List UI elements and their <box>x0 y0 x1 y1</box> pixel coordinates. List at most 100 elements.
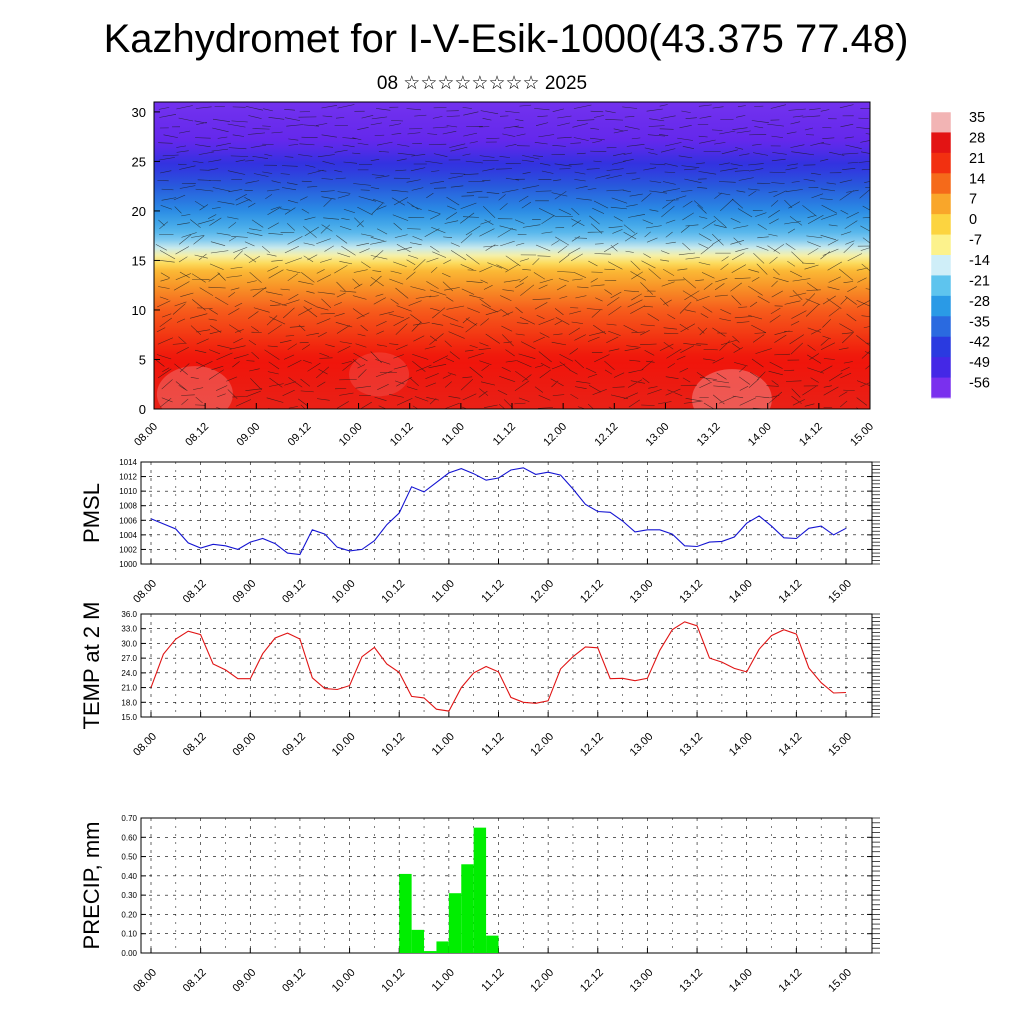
colorbar-label: -49 <box>969 355 990 371</box>
y-tick-label: 1010 <box>119 487 137 496</box>
panel-frame <box>140 461 873 565</box>
colorbar-label: -35 <box>969 314 990 330</box>
y-tick-label: 1008 <box>119 502 137 511</box>
precip-bar <box>399 873 412 953</box>
vertical-section-panel: 0 5 10 15 20 25 30 08.00 08.12 09.00 09.12 10.00 10… <box>132 101 876 449</box>
streamline-path <box>155 104 870 409</box>
x-tick-label: 10.00 <box>330 967 358 995</box>
x-tick-label: 14.00 <box>727 731 755 759</box>
y-tick-label: 0.20 <box>121 910 137 919</box>
x-tick-label: 13.12 <box>677 578 705 606</box>
x-tick-label: 12.00 <box>528 731 556 759</box>
x-tick-label: 09.00 <box>234 421 262 449</box>
x-tick-label: 08.12 <box>181 967 209 995</box>
x-tick-label: 08.12 <box>181 731 209 759</box>
colorbar-label: 35 <box>969 110 985 126</box>
colorbar-swatch <box>931 132 951 154</box>
chart-subtitle: 08 ☆☆☆☆☆☆☆☆ 2025 <box>376 73 588 94</box>
series-line <box>150 621 847 712</box>
y-tick-label: 21.0 <box>121 684 137 693</box>
y-tick-label: 0.00 <box>121 949 137 958</box>
x-tick-label: 08.00 <box>131 967 159 995</box>
temperature-panel: 15.0 18.0 21.0 24.0 27.0 30.0 33.0 36.0 08.00 08.… <box>79 602 880 759</box>
vertical-section-y-axis: 0 5 10 15 20 25 30 <box>132 105 160 417</box>
precip-bar <box>411 929 425 953</box>
precip-bar <box>436 941 449 953</box>
y-tick-label: 18.0 <box>121 698 137 707</box>
warm-highlights <box>156 352 772 409</box>
x-tick-label: 09.12 <box>280 578 308 606</box>
x-tick-label: 14.12 <box>777 967 805 995</box>
y-tick-label: 36.0 <box>121 610 137 619</box>
y-tick-label: 25 <box>132 154 146 169</box>
x-tick-label: 09.00 <box>230 578 258 606</box>
colorbar: 35 28 21 14 7 0 -7 -14 -21 -28 -35 -42 -49 -56 <box>930 110 990 399</box>
y-tick-label: 0.60 <box>121 833 137 842</box>
vertical-section-x-axis: 08.00 08.12 09.00 09.12 10.00 10.12 11.00 11.12… <box>132 403 876 449</box>
y-tick-label: 1004 <box>119 531 137 540</box>
colorbar-swatch <box>931 193 951 215</box>
x-tick-label: 12.00 <box>541 421 569 449</box>
x-tick-label: 11.00 <box>430 578 457 605</box>
colorbar-swatch <box>931 214 951 236</box>
x-tick-label: 12.00 <box>528 967 556 995</box>
panel-frame <box>140 613 873 718</box>
y-tick-label: 20 <box>132 204 146 219</box>
y-tick-label: 1006 <box>119 516 137 525</box>
precip-bar <box>424 951 437 953</box>
y-tick-label: 15 <box>132 253 146 268</box>
colorbar-label: -21 <box>969 273 990 289</box>
x-tick-label: 08.12 <box>183 421 211 449</box>
x-tick-label: 10.00 <box>337 421 365 449</box>
y-tick-label: 1002 <box>119 545 137 554</box>
x-tick-label: 11.12 <box>479 731 506 758</box>
y-tick-label: 33.0 <box>121 625 137 634</box>
y-tick-label: 15.0 <box>121 713 137 722</box>
x-tick-label: 13.00 <box>628 731 656 759</box>
y-tick-label: 0.40 <box>121 872 137 881</box>
x-tick-label: 13.12 <box>695 421 723 449</box>
y-tick-label: 27.0 <box>121 654 137 663</box>
x-tick-label: 08.12 <box>181 578 209 606</box>
colorbar-label: 28 <box>969 130 985 146</box>
x-tick-label: 08.00 <box>131 731 159 759</box>
colorbar-swatch <box>931 112 951 133</box>
x-tick-label: 14.00 <box>727 578 755 606</box>
x-tick-label: 09.00 <box>230 731 258 759</box>
y-tick-label: 10 <box>132 303 146 318</box>
x-tick-label: 12.12 <box>592 421 620 449</box>
x-tick-label: 08.00 <box>131 578 159 606</box>
y-axis-label: TEMP at 2 M <box>79 602 104 730</box>
colorbar-swatch <box>931 152 951 174</box>
y-tick-label: 30 <box>132 105 146 120</box>
x-tick-label: 14.12 <box>777 578 805 606</box>
y-tick-label: 24.0 <box>121 669 137 678</box>
colorbar-label: 7 <box>969 192 977 208</box>
y-tick-label: 0.50 <box>121 853 137 862</box>
x-tick-label: 09.12 <box>286 421 314 449</box>
x-tick-label: 11.12 <box>479 967 506 994</box>
x-tick-label: 15.00 <box>848 421 876 449</box>
x-tick-label: 08.00 <box>132 421 160 449</box>
colorbar-swatch <box>931 255 951 276</box>
x-tick-label: 11.00 <box>440 421 467 448</box>
pmsl-panel: 1000 1002 1004 1006 1008 1010 1012 1014 08.00 08.… <box>79 458 880 606</box>
x-tick-label: 13.00 <box>628 967 656 995</box>
warm-highlight <box>349 352 410 397</box>
colorbar-label: -56 <box>969 376 990 392</box>
wind-streamlines <box>155 104 870 409</box>
colorbar-swatch <box>931 234 951 256</box>
colorbar-swatch <box>931 357 951 379</box>
precip-bar <box>461 864 474 953</box>
y-tick-label: 0.70 <box>121 814 137 823</box>
precipitation-panel: 0.00 0.10 0.20 0.30 0.40 0.50 0.60 0.70 08.00 08.… <box>79 814 880 995</box>
x-tick-label: 14.12 <box>797 421 825 449</box>
colorbar-swatch <box>931 275 951 297</box>
colorbar-label: -28 <box>969 294 990 310</box>
x-tick-label: 14.00 <box>727 967 755 995</box>
x-tick-label: 13.00 <box>628 578 656 606</box>
series-line <box>150 467 847 556</box>
y-tick-label: 1000 <box>119 560 137 569</box>
x-tick-label: 11.00 <box>430 731 457 758</box>
